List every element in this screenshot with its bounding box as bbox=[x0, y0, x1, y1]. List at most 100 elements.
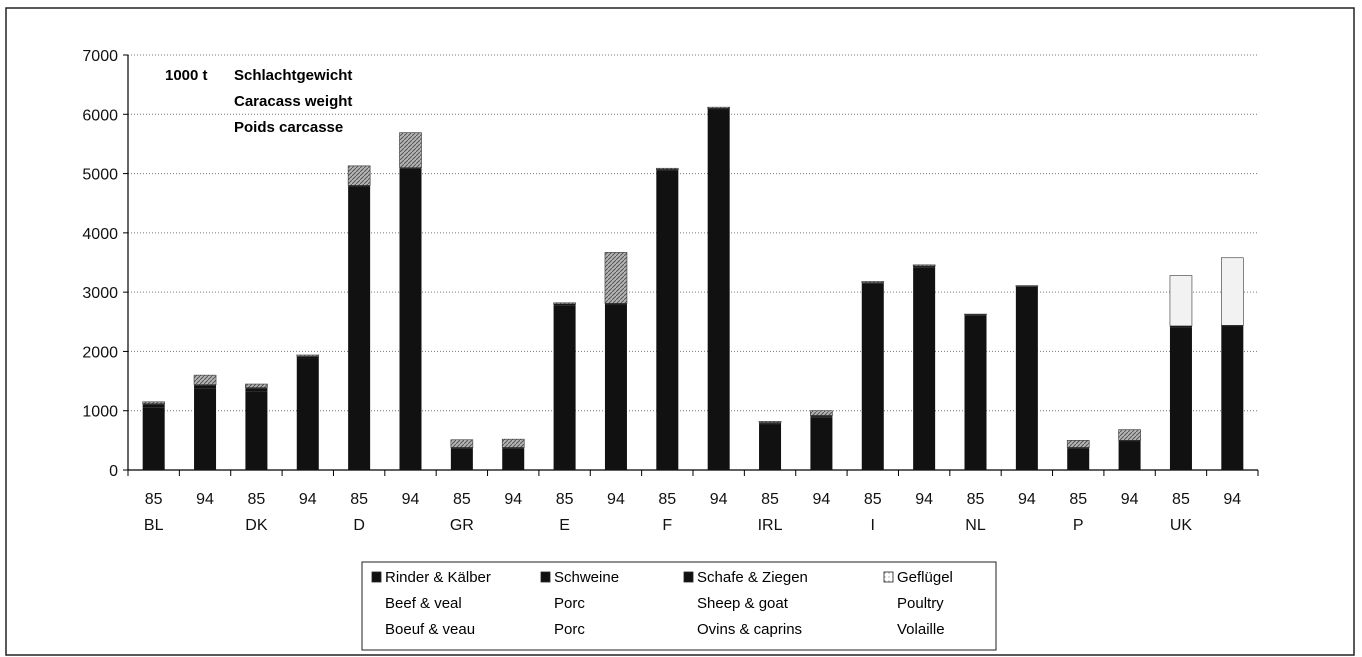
y-tick-labels: 0 1000 2000 3000 4000 5000 6000 7000 bbox=[82, 48, 118, 480]
x-country-label: IRL bbox=[758, 517, 783, 534]
x-country-label: DK bbox=[245, 517, 268, 534]
bar-Geflügel bbox=[604, 252, 628, 304]
bar-Schafe & Ziegen bbox=[245, 387, 268, 389]
x-country-label: E bbox=[559, 517, 570, 534]
bar-Rinder & Kälber bbox=[810, 417, 833, 470]
x-year-label: 94 bbox=[196, 491, 214, 508]
bar-Geflügel bbox=[656, 167, 679, 170]
annotation-line-fr: Poids carcasse bbox=[234, 119, 343, 136]
bar-Schafe & Ziegen bbox=[707, 108, 730, 110]
y-tick-label: 3000 bbox=[82, 285, 118, 302]
legend-label-de: Schweine bbox=[554, 569, 619, 586]
bar-Rinder & Kälber bbox=[1169, 327, 1192, 470]
x-year-label: 85 bbox=[658, 491, 676, 508]
x-country-label: GR bbox=[450, 517, 474, 534]
x-country-label: F bbox=[662, 517, 672, 534]
bar-Geflügel bbox=[1015, 285, 1039, 287]
annotation-unit: 1000 t bbox=[165, 67, 208, 84]
bar-Geflügel bbox=[245, 383, 268, 388]
legend-label-en: Sheep & goat bbox=[697, 595, 789, 612]
gridlines bbox=[128, 54, 1258, 412]
bar-Schafe & Ziegen bbox=[399, 167, 422, 169]
bar-Rinder & Kälber bbox=[1015, 286, 1038, 470]
bar-Geflügel bbox=[399, 132, 422, 168]
x-country-label: BL bbox=[144, 517, 164, 534]
bar-Geflügel bbox=[810, 410, 833, 416]
x-year-label: 85 bbox=[145, 491, 163, 508]
legend-swatch bbox=[683, 571, 694, 583]
bar-Rinder & Kälber bbox=[450, 448, 473, 470]
x-year-label: 85 bbox=[967, 491, 985, 508]
bar-Rinder & Kälber bbox=[502, 448, 525, 470]
x-country-label: I bbox=[871, 517, 875, 534]
x-country-label: UK bbox=[1170, 517, 1193, 534]
bar-Schafe & Ziegen bbox=[502, 447, 525, 449]
x-year-label: 85 bbox=[453, 491, 471, 508]
x-year-label: 85 bbox=[1172, 491, 1190, 508]
legend-label-en: Poultry bbox=[897, 595, 944, 612]
y-tick-label: 2000 bbox=[82, 344, 118, 361]
bar-Geflügel bbox=[707, 106, 730, 109]
y-tick-label: 7000 bbox=[82, 48, 118, 65]
bar-Schafe & Ziegen bbox=[142, 403, 165, 405]
legend-label-en: Porc bbox=[554, 595, 585, 612]
bar-Schafe & Ziegen bbox=[1221, 325, 1244, 327]
bar-Schafe & Ziegen bbox=[348, 185, 371, 187]
bar-Schafe & Ziegen bbox=[810, 415, 833, 417]
bar-Schafe & Ziegen bbox=[1067, 447, 1090, 449]
legend-label-de: Rinder & Kälber bbox=[385, 569, 491, 586]
bar-Geflügel bbox=[1169, 275, 1193, 327]
x-year-label: 94 bbox=[402, 491, 420, 508]
bar-Schweine bbox=[810, 416, 833, 418]
bar-Geflügel bbox=[861, 281, 885, 283]
y-tick-label: 6000 bbox=[82, 107, 118, 124]
x-year-label: 94 bbox=[1018, 491, 1036, 508]
x-year-label: 94 bbox=[607, 491, 625, 508]
x-tick-labels: 85 BL 94 85 DK 94 85 D 94 85 GR 94 85 E 94 85 F 94 85 IRL 94… bbox=[144, 491, 1241, 534]
bar-Schweine bbox=[296, 356, 319, 359]
x-year-label: 94 bbox=[504, 491, 522, 508]
legend-label-fr: Boeuf & veau bbox=[385, 621, 475, 638]
bar-Geflügel bbox=[758, 421, 782, 423]
bar-Rinder & Kälber bbox=[759, 424, 782, 470]
bar-Geflügel bbox=[501, 438, 525, 448]
bar-Schafe & Ziegen bbox=[656, 169, 679, 171]
bar-Schweine bbox=[245, 388, 268, 392]
bar-Rinder & Kälber bbox=[194, 388, 217, 470]
legend-label-fr: Ovins & caprins bbox=[697, 621, 802, 638]
y-tick-label: 1000 bbox=[82, 404, 118, 421]
bar-Geflügel bbox=[1118, 429, 1141, 441]
bar-Schafe & Ziegen bbox=[450, 447, 473, 449]
legend-label-fr: Porc bbox=[554, 621, 585, 638]
x-year-label: 85 bbox=[248, 491, 266, 508]
x-year-label: 85 bbox=[556, 491, 574, 508]
legend-swatch bbox=[883, 571, 894, 583]
x-country-label: P bbox=[1073, 517, 1084, 534]
bar-Geflügel bbox=[1221, 257, 1244, 326]
bar-Rinder & Kälber bbox=[399, 168, 422, 471]
bar-Geflügel bbox=[193, 374, 217, 385]
bar-Rinder & Kälber bbox=[1067, 448, 1090, 470]
bar-Geflügel bbox=[1066, 440, 1090, 448]
y-tick-label: 5000 bbox=[82, 167, 118, 184]
bar-Rinder & Kälber bbox=[296, 358, 319, 470]
bar-Geflügel bbox=[347, 165, 371, 186]
x-country-label: NL bbox=[965, 517, 986, 534]
bar-Schafe & Ziegen bbox=[759, 422, 782, 424]
bar-Rinder & Kälber bbox=[1221, 326, 1244, 470]
bar-Schweine bbox=[194, 385, 217, 389]
bar-Rinder & Kälber bbox=[656, 170, 679, 470]
legend-swatch bbox=[540, 571, 551, 583]
legend-label-de: Geflügel bbox=[897, 569, 953, 586]
x-year-label: 85 bbox=[864, 491, 882, 508]
bar-Schafe & Ziegen bbox=[1118, 440, 1141, 442]
x-year-label: 94 bbox=[915, 491, 933, 508]
x-year-label: 94 bbox=[299, 491, 317, 508]
bar-Rinder & Kälber bbox=[245, 391, 268, 470]
bar-Schafe & Ziegen bbox=[194, 384, 217, 386]
bar-Geflügel bbox=[912, 264, 936, 267]
bar-Rinder & Kälber bbox=[1118, 441, 1141, 470]
y-tick-label: 0 bbox=[109, 463, 118, 480]
bar-Schweine bbox=[759, 423, 782, 425]
x-year-label: 94 bbox=[1121, 491, 1139, 508]
